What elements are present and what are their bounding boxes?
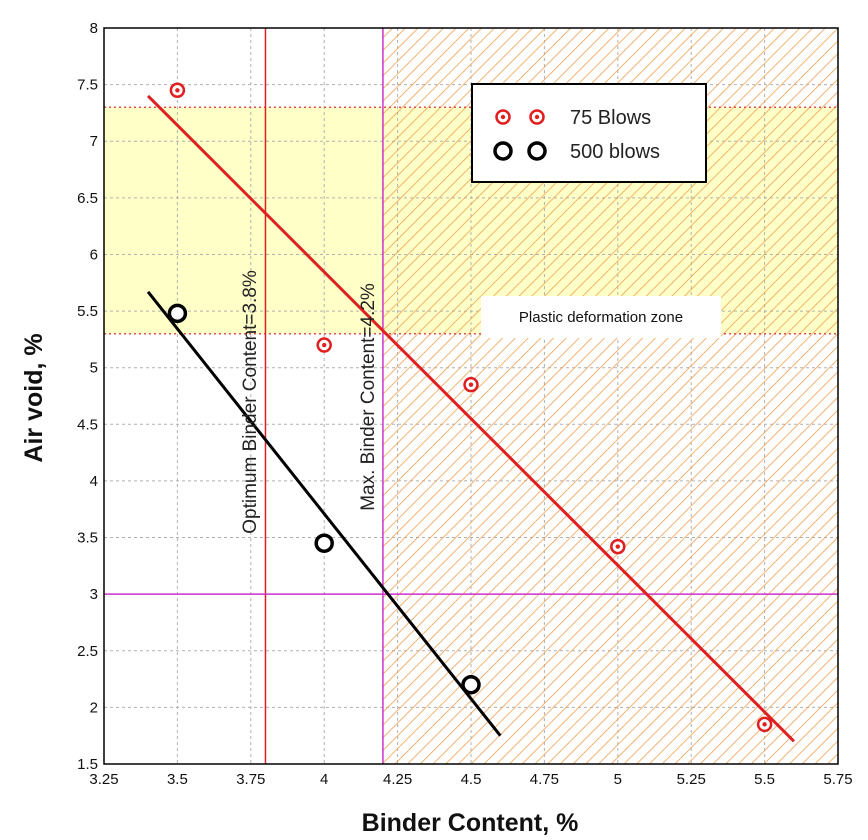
point-500-blows	[461, 674, 481, 695]
legend-label-75-blows: 75 Blows	[570, 107, 651, 129]
legend: 75 Blows 500 blows	[471, 83, 707, 183]
plot-frame	[103, 27, 839, 765]
y-axis-title: Air void, %	[20, 333, 48, 462]
fit-lines	[146, 94, 796, 743]
optimum-binder-label: Optimum Binder Content=3.8%	[240, 270, 261, 534]
y-tick-label: 2	[90, 699, 98, 716]
marker-dot	[468, 382, 474, 387]
marker-ring	[527, 141, 547, 161]
x-tick-label: 4.75	[530, 771, 559, 788]
legend-marker	[527, 141, 547, 161]
y-tick-label: 2.5	[77, 643, 98, 660]
point-500-blows	[167, 303, 188, 324]
x-tick-label: 3.25	[89, 771, 118, 788]
zone-label-box: Plastic deformation zone	[481, 296, 721, 338]
y-tick-label: 8	[90, 20, 98, 37]
x-axis-title: Binder Content, %	[362, 809, 579, 837]
data-points	[167, 82, 773, 733]
legend-box	[471, 83, 707, 183]
x-tick-labels: 3.25 3.5 3.75 4 4.25 4.5 4.75 5 5.25 5.5 5.75	[89, 771, 852, 788]
marker-dot	[175, 88, 180, 93]
x-tick-label: 5.25	[677, 771, 706, 788]
y-tick-label: 6	[90, 246, 98, 263]
marker-dot	[322, 342, 327, 348]
y-tick-label: 4	[90, 473, 98, 490]
x-tick-label: 4	[320, 771, 328, 788]
x-tick-label: 5.5	[754, 771, 775, 788]
legend-marker	[529, 109, 545, 125]
point-75-blows	[610, 538, 626, 555]
point-75-blows	[169, 82, 186, 99]
y-tick-label: 7	[90, 133, 98, 150]
marker-ring	[314, 533, 334, 553]
marker-dot	[615, 544, 620, 549]
legend-marker	[493, 141, 513, 161]
plastic-zone-label: Plastic deformation zone	[519, 309, 683, 326]
y-tick-label: 3.5	[77, 530, 98, 547]
point-75-blows	[463, 376, 479, 393]
fit-line-75-blows	[146, 94, 796, 743]
y-tick-label: 3	[90, 586, 98, 603]
legend-label-500-blows: 500 blows	[570, 141, 660, 163]
y-tick-label: 6.5	[77, 190, 98, 207]
point-75-blows	[316, 337, 332, 353]
x-tick-label: 5	[614, 771, 622, 788]
marker-dot	[534, 114, 540, 120]
x-tick-label: 4.25	[383, 771, 412, 788]
y-tick-label: 5	[90, 360, 98, 377]
legend-marker	[495, 109, 511, 125]
marker-dot	[762, 722, 767, 727]
x-tick-label: 3.5	[167, 771, 188, 788]
y-tick-label: 4.5	[77, 416, 98, 433]
y-tick-label: 5.5	[77, 303, 98, 320]
y-tick-label: 1.5	[77, 756, 98, 773]
marker-ring	[461, 674, 481, 695]
point-500-blows	[314, 533, 334, 553]
point-75-blows	[756, 716, 773, 733]
reference-lines	[104, 28, 838, 764]
marker-ring	[493, 141, 513, 161]
x-tick-label: 5.75	[823, 771, 852, 788]
fit-line-500-blows	[146, 290, 502, 737]
x-tick-label: 4.5	[461, 771, 482, 788]
max-binder-label: Max. Binder Content=4.2%	[358, 283, 379, 511]
marker-ring	[167, 303, 188, 324]
x-tick-label: 3.75	[236, 771, 265, 788]
marker-dot	[500, 114, 506, 120]
y-tick-label: 7.5	[77, 77, 98, 94]
y-tick-labels: 1.5 2 2.5 3 3.5 4 4.5 5 5.5 6 6.5 7 7.5 8	[77, 20, 98, 773]
